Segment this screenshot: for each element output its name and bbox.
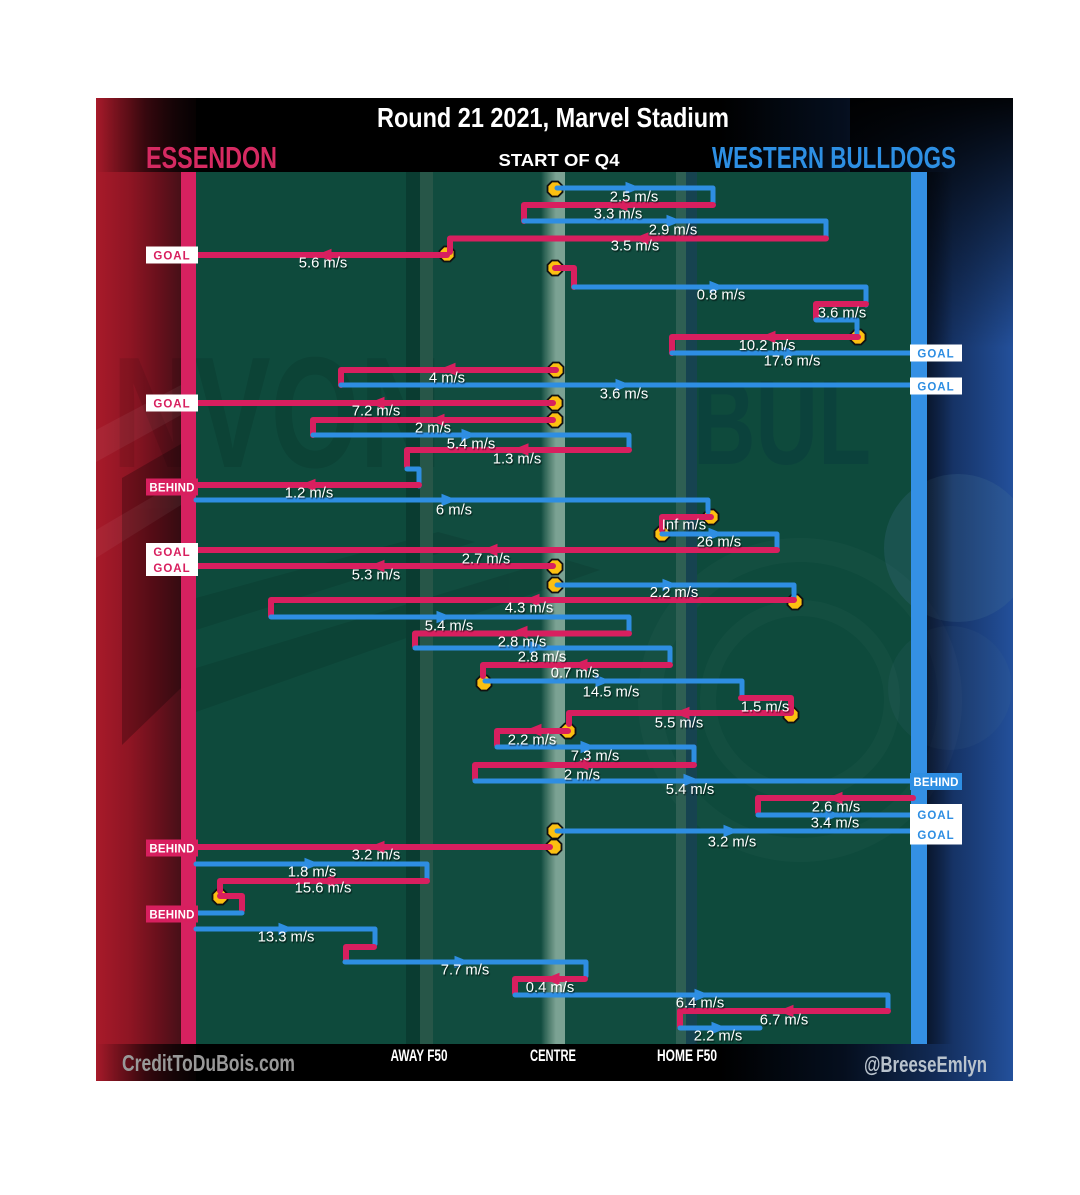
svg-text:6.4 m/s: 6.4 m/s [676, 996, 725, 1012]
svg-text:1.8 m/s: 1.8 m/s [288, 865, 337, 881]
svg-text:BUL: BUL [693, 356, 871, 490]
svg-text:5.4 m/s: 5.4 m/s [666, 782, 715, 798]
svg-text:7.2 m/s: 7.2 m/s [352, 404, 401, 420]
svg-text:13.3 m/s: 13.3 m/s [258, 930, 315, 946]
svg-text:GOAL: GOAL [153, 547, 190, 559]
svg-text:1.3 m/s: 1.3 m/s [493, 452, 542, 468]
svg-text:4 m/s: 4 m/s [429, 371, 465, 387]
svg-text:2.7 m/s: 2.7 m/s [462, 552, 511, 568]
svg-text:2.2 m/s: 2.2 m/s [694, 1029, 743, 1045]
svg-text:AWAY F50: AWAY F50 [391, 1047, 448, 1065]
svg-text:3.5 m/s: 3.5 m/s [611, 239, 660, 255]
svg-text:WESTERN BULLDOGS: WESTERN BULLDOGS [712, 140, 956, 175]
svg-text:GOAL: GOAL [153, 399, 190, 411]
svg-text:2.8 m/s: 2.8 m/s [518, 650, 567, 666]
svg-text:0.8 m/s: 0.8 m/s [697, 288, 746, 304]
svg-text:Round 21 2021, Marvel Stadium: Round 21 2021, Marvel Stadium [377, 102, 729, 133]
svg-text:6 m/s: 6 m/s [436, 503, 472, 519]
svg-text:@BreeseEmlyn: @BreeseEmlyn [864, 1052, 987, 1077]
svg-text:3.4 m/s: 3.4 m/s [811, 816, 860, 832]
svg-text:GOAL: GOAL [917, 810, 954, 822]
svg-text:4.3 m/s: 4.3 m/s [505, 601, 554, 617]
svg-text:2.2 m/s: 2.2 m/s [650, 585, 699, 601]
svg-text:5.6 m/s: 5.6 m/s [299, 256, 348, 272]
svg-text:CENTRE: CENTRE [530, 1047, 576, 1065]
svg-text:ESSENDON: ESSENDON [146, 140, 277, 175]
svg-text:START OF Q4: START OF Q4 [499, 150, 620, 170]
svg-text:0.4 m/s: 0.4 m/s [526, 980, 575, 996]
svg-text:1.5 m/s: 1.5 m/s [741, 700, 790, 716]
svg-text:1.2 m/s: 1.2 m/s [285, 486, 334, 502]
svg-text:BEHIND: BEHIND [149, 844, 194, 856]
svg-text:15.6 m/s: 15.6 m/s [295, 881, 352, 897]
svg-text:2 m/s: 2 m/s [415, 421, 451, 437]
svg-text:BEHIND: BEHIND [149, 910, 194, 922]
svg-text:7.7 m/s: 7.7 m/s [441, 963, 490, 979]
svg-text:5.4 m/s: 5.4 m/s [425, 619, 474, 635]
svg-text:0.7 m/s: 0.7 m/s [551, 666, 600, 682]
svg-text:GOAL: GOAL [917, 382, 954, 394]
svg-text:17.6 m/s: 17.6 m/s [764, 354, 821, 370]
svg-text:3.6 m/s: 3.6 m/s [600, 387, 649, 403]
svg-text:GOAL: GOAL [153, 563, 190, 575]
svg-text:NVON: NVON [112, 325, 442, 501]
svg-text:3.2 m/s: 3.2 m/s [352, 848, 401, 864]
svg-text:2 m/s: 2 m/s [564, 768, 600, 784]
svg-text:BEHIND: BEHIND [149, 483, 194, 495]
svg-text:5.4 m/s: 5.4 m/s [447, 437, 496, 453]
svg-text:BEHIND: BEHIND [913, 777, 958, 789]
svg-text:10.2 m/s: 10.2 m/s [739, 338, 796, 354]
svg-text:2.2 m/s: 2.2 m/s [508, 733, 557, 749]
svg-text:HOME F50: HOME F50 [657, 1047, 717, 1065]
svg-text:Inf m/s: Inf m/s [662, 518, 706, 534]
svg-text:3.3 m/s: 3.3 m/s [594, 207, 643, 223]
svg-text:3.6 m/s: 3.6 m/s [818, 306, 867, 322]
svg-text:26 m/s: 26 m/s [697, 535, 741, 551]
svg-text:5.5 m/s: 5.5 m/s [655, 716, 704, 732]
svg-text:14.5 m/s: 14.5 m/s [583, 685, 640, 701]
svg-text:2.6 m/s: 2.6 m/s [812, 800, 861, 816]
svg-text:GOAL: GOAL [917, 349, 954, 361]
svg-text:CreditToDuBois.com: CreditToDuBois.com [122, 1050, 295, 1076]
svg-text:7.3 m/s: 7.3 m/s [571, 749, 620, 765]
svg-text:2.8 m/s: 2.8 m/s [498, 635, 547, 651]
svg-text:GOAL: GOAL [917, 830, 954, 842]
svg-text:6.7 m/s: 6.7 m/s [760, 1013, 809, 1029]
svg-text:3.2 m/s: 3.2 m/s [708, 835, 757, 851]
svg-text:GOAL: GOAL [153, 251, 190, 263]
svg-text:2.5 m/s: 2.5 m/s [610, 190, 659, 206]
svg-text:5.3 m/s: 5.3 m/s [352, 568, 401, 584]
svg-text:2.9 m/s: 2.9 m/s [649, 223, 698, 239]
